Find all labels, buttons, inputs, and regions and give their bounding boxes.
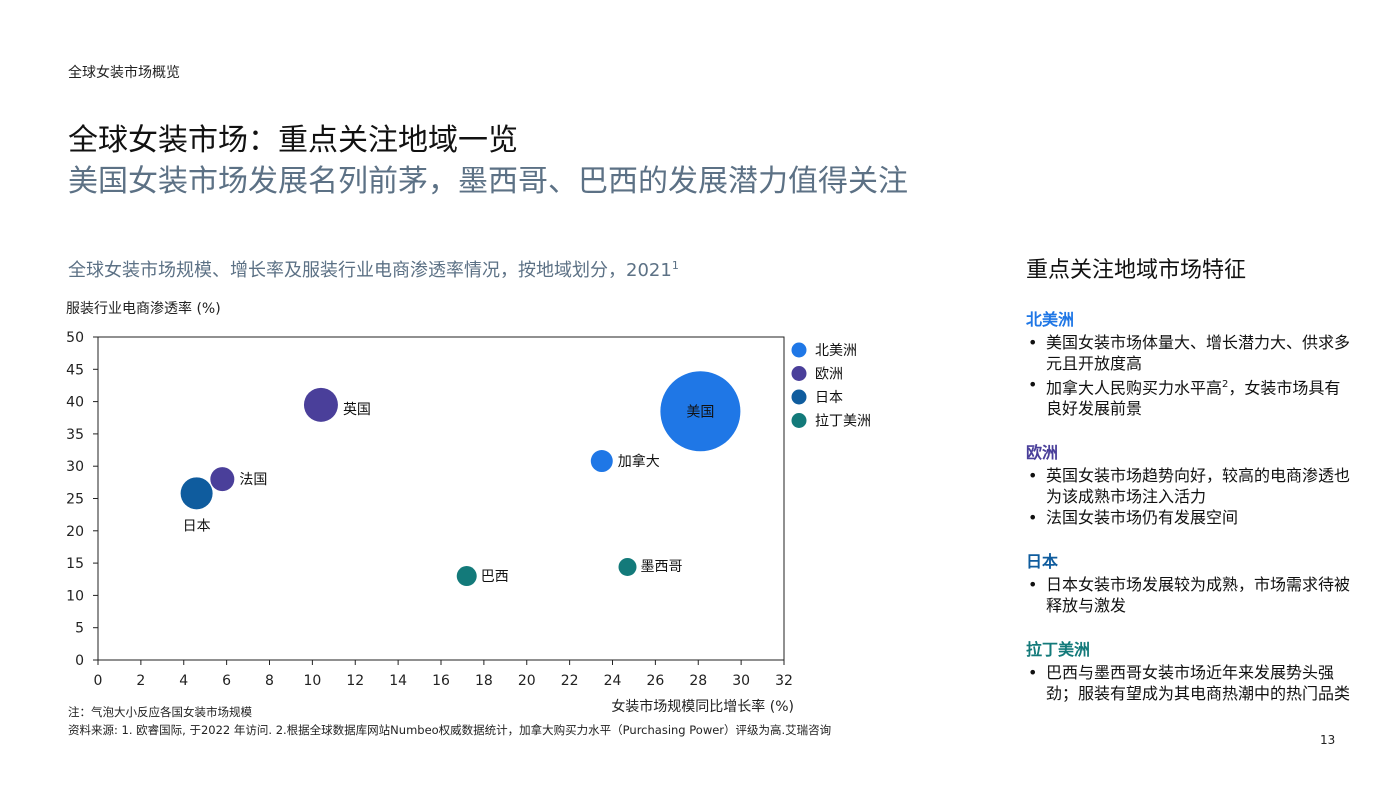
bubble-加拿大 [590, 450, 613, 473]
y-tick-label: 50 [66, 330, 84, 346]
sidebar: 重点关注地域市场特征 北美洲美国女装市场体量大、增长潜力大、供求多元且开放度高加… [1026, 252, 1356, 724]
x-tick-label: 20 [518, 673, 536, 689]
x-tick-label: 26 [646, 673, 664, 689]
y-tick-label: 20 [66, 524, 84, 540]
legend-label: 拉丁美洲 [815, 414, 871, 430]
sidebar-regions: 北美洲美国女装市场体量大、增长潜力大、供求多元且开放度高加拿大人民购买力水平高2… [1026, 306, 1356, 704]
chart-title-footnote: 1 [671, 259, 679, 272]
x-tick-label: 18 [475, 673, 493, 689]
x-tick-label: 12 [346, 673, 364, 689]
legend-label: 日本 [815, 390, 843, 406]
y-axis-label: 服装行业电商渗透率 (%) [66, 300, 221, 317]
bubble-墨西哥 [618, 557, 637, 576]
legend-swatch [791, 342, 807, 358]
bubble-label: 墨西哥 [641, 559, 683, 575]
bubble-巴西 [456, 566, 477, 587]
y-tick-label: 40 [66, 395, 84, 411]
legend-label: 北美洲 [815, 343, 857, 359]
page-number: 13 [1320, 733, 1336, 747]
source-note: 资料来源: 1. 欧睿国际, 于2022 年访问. 2.根据全球数据库网站Num… [68, 723, 832, 737]
bubble-日本 [180, 477, 213, 510]
x-tick-label: 32 [775, 673, 793, 689]
x-axis-label: 女装市场规模同比增长率 (%) [611, 698, 794, 715]
legend-swatch [791, 366, 807, 381]
y-tick-label: 0 [75, 653, 84, 669]
bubble-美国 [660, 371, 741, 452]
x-tick-label: 6 [222, 673, 231, 689]
sidebar-title: 重点关注地域市场特征 [1026, 258, 1247, 283]
x-tick-label: 14 [389, 673, 407, 689]
region-block: 北美洲美国女装市场体量大、增长潜力大、供求多元且开放度高加拿大人民购买力水平高2… [1026, 306, 1356, 419]
bubble-法国 [210, 467, 235, 492]
legend-swatch [791, 413, 807, 428]
region-bullet: 巴西与墨西哥女装市场近年来发展势头强劲；服装有望成为其电商热潮中的热门品类 [1026, 662, 1356, 704]
page-title: 全球女装市场：重点关注地域一览 [68, 123, 518, 158]
legend-swatch [791, 389, 807, 405]
y-tick-label: 45 [66, 362, 84, 378]
bubble-label: 加拿大 [618, 453, 660, 470]
bubble-label: 英国 [343, 401, 371, 418]
y-tick-label: 10 [66, 588, 84, 604]
bubble-label: 法国 [239, 472, 267, 488]
x-tick-label: 2 [136, 673, 145, 689]
region-block: 日本日本女装市场发展较为成熟，市场需求待被释放与激发 [1026, 548, 1356, 616]
x-tick-label: 24 [604, 673, 622, 689]
region-bullet: 日本女装市场发展较为成熟，市场需求待被释放与激发 [1026, 574, 1356, 616]
region-block: 拉丁美洲巴西与墨西哥女装市场近年来发展势头强劲；服装有望成为其电商热潮中的热门品… [1026, 636, 1356, 704]
y-tick-label: 25 [66, 492, 84, 508]
x-tick-label: 4 [179, 673, 188, 689]
page-subtitle: 美国女装市场发展名列前茅，墨西哥、巴西的发展潜力值得关注 [68, 164, 908, 199]
bubble-size-note: 注：气泡大小反应各国女装市场规模 [68, 705, 252, 719]
y-tick-label: 15 [66, 556, 84, 572]
bubble-label: 日本 [183, 518, 211, 534]
region-block: 欧洲英国女装市场趋势向好，较高的电商渗透也为该成熟市场注入活力法国女装市场仍有发… [1026, 439, 1356, 528]
region-name: 欧洲 [1026, 443, 1059, 463]
chart-title: 全球女装市场规模、增长率及服装行业电商渗透率情况，按地域划分，20211 [68, 259, 679, 281]
y-tick-label: 5 [75, 621, 84, 637]
legend-label: 欧洲 [815, 367, 843, 383]
region-bullet: 加拿大人民购买力水平高2，女装市场具有良好发展前景 [1026, 374, 1356, 419]
bubble-英国 [303, 387, 338, 422]
x-tick-label: 28 [689, 673, 707, 689]
region-name: 日本 [1026, 552, 1059, 572]
notes: 注：气泡大小反应各国女装市场规模 资料来源: 1. 欧睿国际, 于2022 年访… [68, 703, 831, 739]
x-tick-label: 10 [303, 673, 321, 689]
x-tick-label: 8 [265, 673, 274, 689]
x-tick-label: 22 [561, 673, 579, 689]
x-tick-label: 30 [732, 673, 750, 689]
region-bullet: 美国女装市场体量大、增长潜力大、供求多元且开放度高 [1026, 332, 1356, 374]
region-bullet: 法国女装市场仍有发展空间 [1026, 507, 1356, 528]
x-tick-label: 0 [94, 673, 103, 689]
region-name: 北美洲 [1026, 310, 1075, 329]
x-tick-label: 16 [432, 673, 450, 689]
y-tick-label: 35 [66, 427, 84, 443]
region-name: 拉丁美洲 [1026, 640, 1091, 660]
section-label: 全球女装市场概览 [68, 65, 180, 81]
bubble-label: 美国 [686, 404, 714, 420]
y-tick-label: 30 [66, 459, 84, 475]
region-bullet: 英国女装市场趋势向好，较高的电商渗透也为该成熟市场注入活力 [1026, 465, 1356, 507]
bubble-label: 巴西 [481, 569, 509, 585]
